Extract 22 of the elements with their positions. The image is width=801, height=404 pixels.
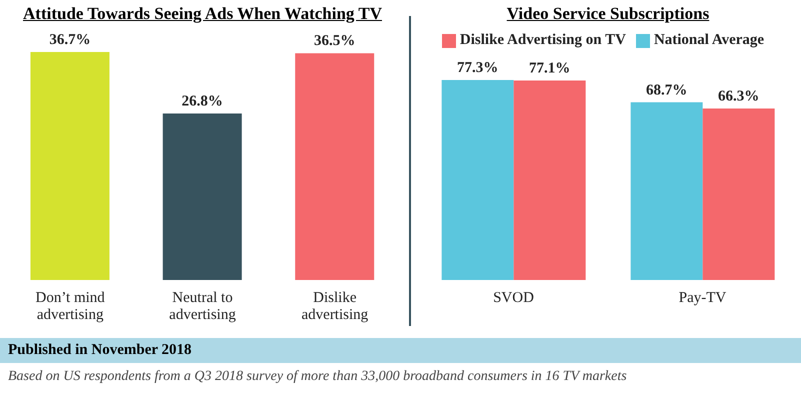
chart-title: Attitude Towards Seeing Ads When Watching TV [22,4,383,25]
data-label: 66.3% [718,88,760,104]
x-tick-label: Pay-TV [678,290,726,306]
data-label: 36.5% [314,33,356,50]
x-tick-label: Neutral to advertising [169,290,236,323]
data-label: 77.3% [457,60,498,76]
text: Based on US respondents from a Q3 2018 survey of more than 33,000 broadband consumers in 16 TV markets [7,368,628,386]
x-tick-label: Don’t mind advertising [36,290,106,323]
data-label: 68.7% [646,82,688,98]
chart-title: Video Service Subscriptions [506,4,710,25]
x-tick-label: SVOD [493,290,534,306]
bar [630,102,703,280]
legend-label: National Average [654,32,764,48]
data-label: 26.8% [182,94,223,110]
x-tick-label: Dislike advertising [302,290,369,323]
text: Published in November 2018 [0,338,801,363]
bar [702,108,775,280]
bar [442,80,514,280]
data-label: 36.7% [49,32,91,48]
legend-label: Dislike Advertising on TV [460,32,626,48]
data-label: 77.1% [529,60,570,77]
bar [514,80,586,280]
